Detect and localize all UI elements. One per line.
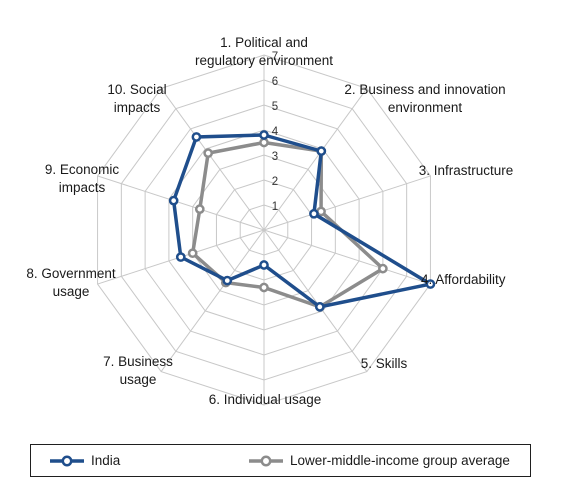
data-point-10 — [203, 148, 214, 158]
axis-label-9: 9. Economic impacts — [45, 162, 120, 195]
data-point-8 — [187, 248, 198, 259]
spoke-10 — [160, 88, 265, 231]
data-point-9 — [168, 195, 179, 206]
axis-label-3: 3. Infrastructure — [419, 163, 514, 178]
legend-swatch-india-icon — [50, 455, 84, 466]
tick-label-1: 1 — [272, 201, 278, 213]
data-point-9 — [194, 204, 205, 214]
data-point-7 — [222, 275, 233, 286]
radar-spokes — [97, 55, 431, 405]
axis-label-7: 7. Business usage — [103, 354, 173, 387]
series-layer — [168, 130, 436, 312]
data-point-10 — [191, 132, 202, 142]
axis-label-2: 2. Business and innovation environment — [344, 82, 505, 115]
axis-label-1: 1. Political and regulatory environment — [195, 35, 333, 68]
legend-swatch-lmi-average-icon — [249, 455, 283, 466]
data-point-8 — [175, 252, 186, 262]
axis-label-10: 10. Social impacts — [107, 82, 166, 115]
axis-label-8: 8. Government usage — [26, 266, 116, 299]
spoke-5 — [263, 229, 368, 372]
data-point-1 — [259, 137, 269, 148]
spoke-2 — [263, 88, 368, 231]
axis-label-4: 4. Affordability — [421, 272, 506, 287]
axis-labels: 1. Political and regulatory environment 2.… — [26, 35, 513, 407]
tick-label-4: 4 — [272, 126, 279, 138]
legend: India Lower-middle-income group average — [30, 444, 531, 477]
tick-label-2: 2 — [272, 176, 278, 188]
series-india — [168, 130, 436, 312]
tick-label-5: 5 — [272, 101, 278, 113]
data-point-1 — [259, 130, 269, 140]
radial-tick-labels: 1 2 3 4 5 6 7 — [272, 51, 279, 213]
legend-label-india: India — [91, 453, 121, 468]
data-point-6 — [259, 260, 269, 270]
axis-label-5: 5. Skills — [361, 356, 408, 371]
data-point-6 — [259, 282, 269, 293]
spoke-4 — [263, 229, 431, 285]
tick-label-6: 6 — [272, 76, 278, 88]
spoke-3 — [263, 175, 431, 231]
radar-chart: 1 2 3 4 5 6 7 1. Political and regulatory envir… — [26, 35, 513, 407]
data-point-5 — [314, 302, 325, 312]
legend-item-lmi-average: Lower-middle-income group average — [248, 445, 510, 476]
data-point-3 — [309, 208, 319, 219]
legend-label-lmi-average: Lower-middle-income group average — [290, 453, 510, 468]
legend-item-india: India — [49, 445, 120, 476]
data-point-4 — [378, 263, 388, 274]
series-line — [171, 133, 436, 309]
tick-label-3: 3 — [272, 151, 278, 163]
axis-label-6: 6. Individual usage — [209, 392, 322, 407]
data-point-4 — [425, 279, 436, 289]
tick-label-7: 7 — [272, 51, 278, 63]
spoke-9 — [97, 175, 265, 231]
data-point-2 — [316, 146, 327, 156]
spoke-7 — [160, 229, 265, 372]
